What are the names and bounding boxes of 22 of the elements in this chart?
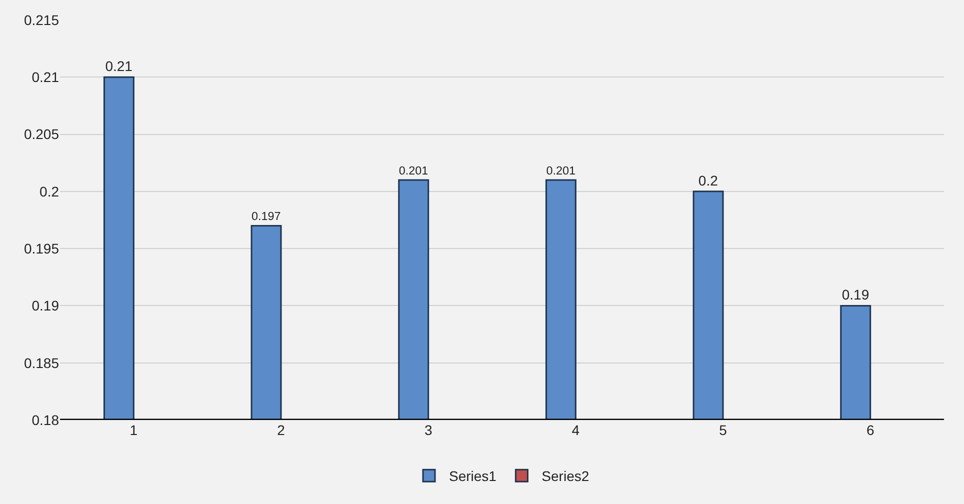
x-tick-label: 5 [719,422,728,438]
legend-label: Series1 [449,468,497,484]
y-tick-label: 0.205 [24,126,60,142]
legend-label: Series2 [542,468,590,484]
y-tick-label: 0.185 [24,354,60,371]
y-tick-label: 0.18 [32,412,60,428]
data-label: 0.201 [546,164,576,178]
y-tick-label: 0.21 [32,69,60,86]
data-label: 0.2 [698,172,718,188]
x-tick-label: 4 [572,422,580,438]
x-tick-label: 2 [277,422,286,438]
y-tick-label: 0.215 [24,12,60,28]
x-tick-label: 3 [424,422,432,438]
x-tick-label: 1 [130,422,138,438]
data-label: 0.197 [252,210,281,224]
data-label: 0.201 [398,164,428,178]
x-tick-label: 6 [866,422,874,438]
data-label: 0.21 [105,58,133,74]
y-tick-label: 0.19 [32,298,60,314]
data-label: 0.19 [842,286,870,303]
y-tick-label: 0.2 [40,183,60,200]
y-tick-label: 0.195 [24,240,60,256]
